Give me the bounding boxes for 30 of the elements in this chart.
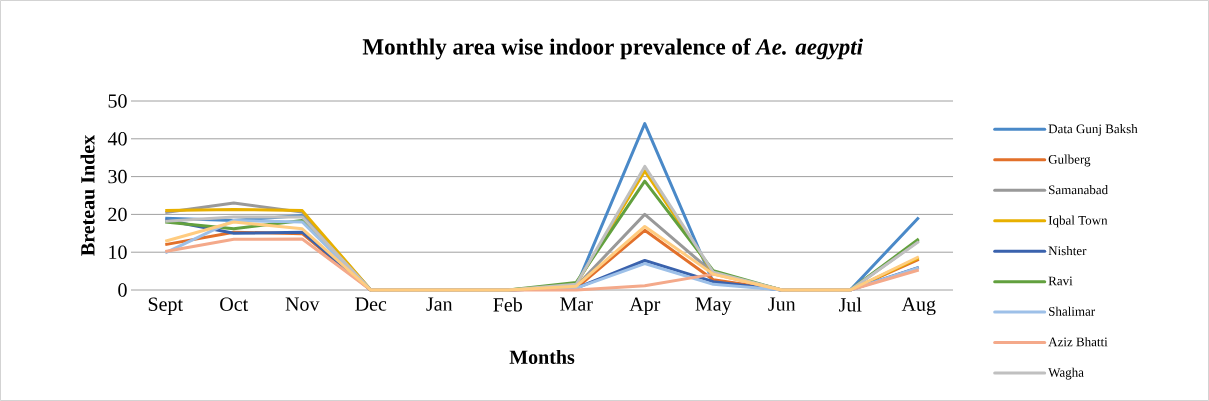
legend-label: Aziz Bhatti [1048, 337, 1108, 347]
legend-label: Nishter [1048, 246, 1087, 256]
y-tick-label: 50 [108, 94, 127, 108]
x-tick-label: Aug [901, 297, 936, 316]
x-tick-label: Dec [355, 297, 387, 311]
chart-title: Monthly area wise indoor prevalence of Ae. aegypti [362, 38, 863, 60]
legend-label: Ravi [1048, 276, 1073, 286]
x-tick-label: Mar [560, 297, 593, 311]
legend-label: Shalimar [1049, 306, 1096, 316]
x-tick-label: Jan [426, 297, 453, 311]
y-tick-label: 10 [109, 245, 127, 259]
x-tick-label: Oct [220, 297, 249, 311]
x-tick-label: Nov [285, 297, 320, 311]
legend-label: Wagha [1048, 367, 1084, 380]
x-tick-label: Jul [839, 297, 862, 312]
y-axis-title: Breteau Index [80, 134, 95, 256]
x-tick-label: May [695, 297, 732, 315]
x-tick-label: Sept [148, 297, 183, 316]
legend-label: Gulberg [1048, 154, 1091, 167]
legend-label: Samanabad [1049, 185, 1108, 195]
x-tick-label: Apr [629, 297, 661, 315]
x-tick-label: Feb [493, 297, 522, 312]
y-tick-label: 0 [118, 283, 127, 297]
x-axis-title: Months [509, 349, 575, 364]
y-tick-label: 30 [108, 169, 127, 184]
legend-label: Iqbal Town [1048, 215, 1108, 228]
y-tick-label: 20 [108, 207, 127, 222]
y-tick-label: 40 [107, 132, 127, 146]
x-tick-label: Jun [768, 297, 796, 311]
legend-label: Data Gunj Baksh [1048, 124, 1138, 136]
